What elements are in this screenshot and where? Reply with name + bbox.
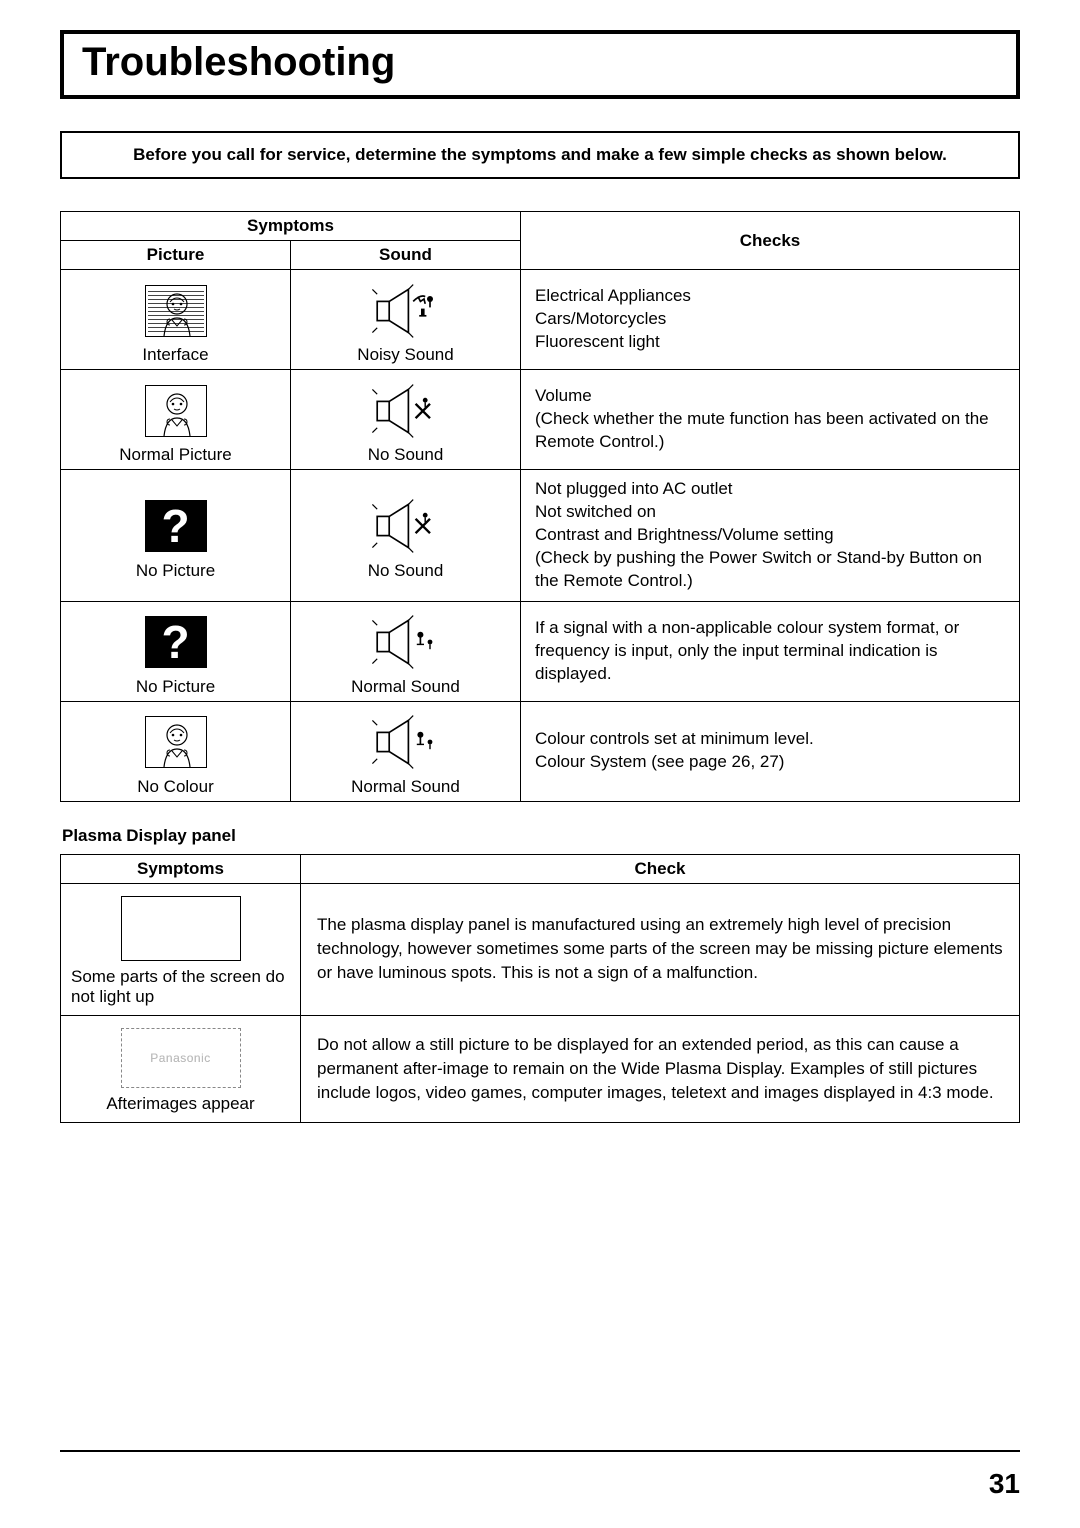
plasma-subheading: Plasma Display panel — [62, 826, 1020, 846]
table-row: Some parts of the screen do not light up… — [61, 883, 1020, 1015]
blank-screen-icon — [121, 896, 241, 961]
th-picture: Picture — [61, 241, 291, 270]
picture-label: No Picture — [67, 677, 284, 697]
picture-label: No Picture — [67, 561, 284, 581]
title-box: Troubleshooting — [60, 30, 1020, 99]
sound-icon — [297, 610, 514, 675]
th-symptoms2: Symptoms — [61, 854, 301, 883]
cell-picture: ? No Picture — [61, 470, 291, 602]
sound-icon — [297, 378, 514, 443]
cell-sound: No Sound — [291, 370, 521, 470]
cell-check: The plasma display panel is manufactured… — [301, 883, 1020, 1015]
picture-icon: ? — [67, 494, 284, 559]
th-check2: Check — [301, 854, 1020, 883]
cell-sound: Noisy Sound — [291, 270, 521, 370]
cell-checks: If a signal with a non-applicable colour… — [521, 601, 1020, 701]
th-checks: Checks — [521, 212, 1020, 270]
sound-label: No Sound — [297, 445, 514, 465]
symptoms-table: Symptoms Checks Picture Sound Interface — [60, 211, 1020, 802]
cell-checks: Colour controls set at minimum level.Col… — [521, 701, 1020, 801]
sound-icon — [297, 278, 514, 343]
table-row: Normal Picture No Sound Volume(Check whe… — [61, 370, 1020, 470]
cell-sound: Normal Sound — [291, 601, 521, 701]
table-row: ? No Picture Normal Sound If a signal wi… — [61, 601, 1020, 701]
cell-picture: Normal Picture — [61, 370, 291, 470]
th-symptoms: Symptoms — [61, 212, 521, 241]
cell-checks: Volume(Check whether the mute function h… — [521, 370, 1020, 470]
cell-symptom: Some parts of the screen do not light up — [61, 883, 301, 1015]
table-row: Interface Noisy Sound Electrical Applian… — [61, 270, 1020, 370]
sound-label: Normal Sound — [297, 777, 514, 797]
picture-icon: ? — [67, 610, 284, 675]
picture-label: Normal Picture — [67, 445, 284, 465]
table-row: ? No Picture No Sound Not plugged into A… — [61, 470, 1020, 602]
th-sound: Sound — [291, 241, 521, 270]
symptom-label: Afterimages appear — [71, 1094, 290, 1114]
cell-check: Do not allow a still picture to be displ… — [301, 1015, 1020, 1122]
cell-picture: ? No Picture — [61, 601, 291, 701]
sound-label: Normal Sound — [297, 677, 514, 697]
picture-label: No Colour — [67, 777, 284, 797]
table-row: No Colour Normal Sound Colour controls s… — [61, 701, 1020, 801]
afterimage-icon: Panasonic — [121, 1028, 241, 1088]
cell-symptom: Panasonic Afterimages appear — [61, 1015, 301, 1122]
page-title: Troubleshooting — [82, 40, 998, 85]
picture-icon — [67, 378, 284, 443]
sound-label: Noisy Sound — [297, 345, 514, 365]
sound-icon — [297, 494, 514, 559]
footer-rule — [60, 1450, 1020, 1452]
picture-label: Interface — [67, 345, 284, 365]
cell-checks: Not plugged into AC outletNot switched o… — [521, 470, 1020, 602]
plasma-table: Symptoms Check Some parts of the screen … — [60, 854, 1020, 1123]
sound-icon — [297, 710, 514, 775]
cell-sound: Normal Sound — [291, 701, 521, 801]
cell-picture: No Colour — [61, 701, 291, 801]
cell-sound: No Sound — [291, 470, 521, 602]
cell-picture: Interface — [61, 270, 291, 370]
picture-icon — [67, 710, 284, 775]
sound-label: No Sound — [297, 561, 514, 581]
page-number: 31 — [989, 1468, 1020, 1500]
table-row: Panasonic Afterimages appear Do not allo… — [61, 1015, 1020, 1122]
cell-checks: Electrical AppliancesCars/MotorcyclesFlu… — [521, 270, 1020, 370]
symptom-label: Some parts of the screen do not light up — [71, 967, 290, 1007]
picture-icon — [67, 278, 284, 343]
page: Troubleshooting Before you call for serv… — [0, 0, 1080, 1528]
intro-box: Before you call for service, determine t… — [60, 131, 1020, 179]
